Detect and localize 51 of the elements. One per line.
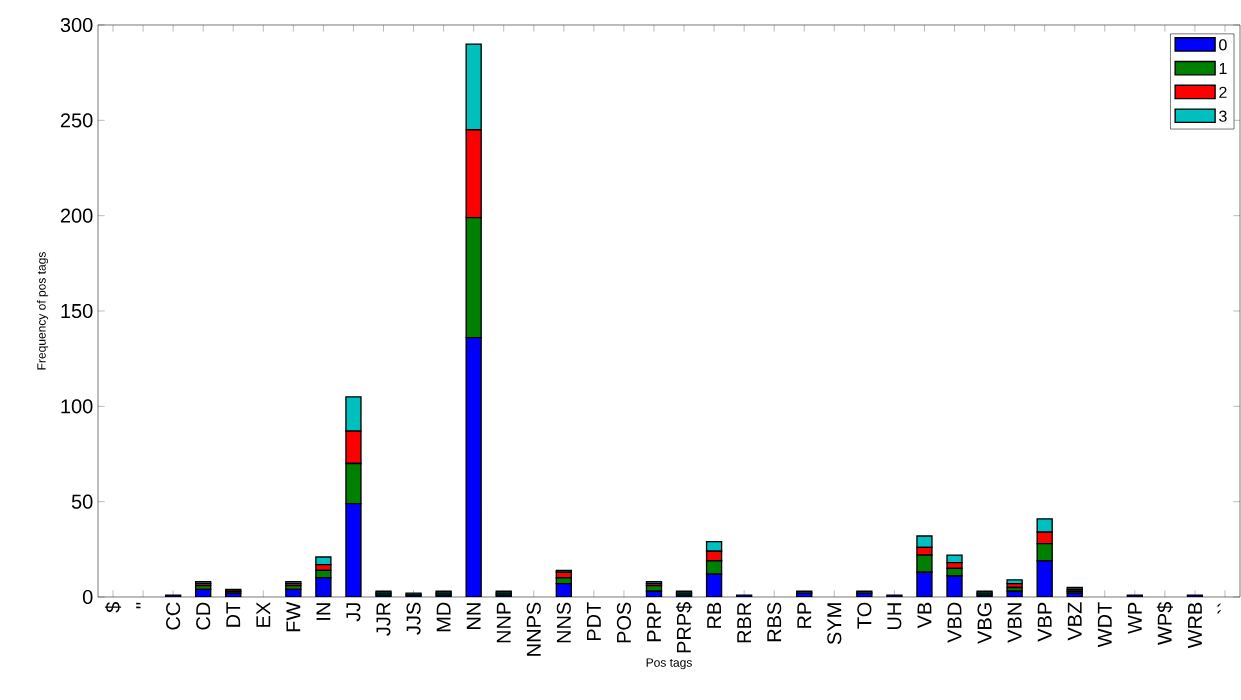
y-tick-label: 250 xyxy=(60,113,93,128)
x-tick-label: NNS xyxy=(556,602,571,643)
x-tick-label: RBR xyxy=(737,602,752,643)
x-tick-label: FW xyxy=(286,601,301,632)
x-tick-label: JJS xyxy=(406,602,421,635)
x-tick-label: VBZ xyxy=(1067,602,1082,641)
x-tick-label: CC xyxy=(166,602,181,630)
x-tick-label: WP xyxy=(1127,602,1142,634)
x-tick-label: NN xyxy=(466,603,481,629)
legend-label: 1 xyxy=(1219,63,1227,75)
x-tick-label: NNP xyxy=(496,602,511,643)
x-tick-label: SYM xyxy=(827,603,842,645)
x-tick-label: UH xyxy=(887,603,902,630)
x-tick-label: WDT xyxy=(1097,602,1112,648)
x-tick-label: JJ xyxy=(346,603,361,622)
y-axis-title: Frequency of pos tags xyxy=(36,252,49,370)
x-tick-label: VBD xyxy=(947,602,962,643)
legend-label: 3 xyxy=(1219,110,1227,122)
x-tick-label: RP xyxy=(797,602,812,628)
x-tick-label: WP$ xyxy=(1156,602,1173,645)
y-tick-label: 300 xyxy=(60,17,93,33)
x-tick-label: EX xyxy=(256,602,271,627)
y-tick-label: 50 xyxy=(71,494,93,509)
x-tick-label: VBP xyxy=(1037,602,1052,642)
x-tick-label: $ xyxy=(104,602,122,613)
x-tick-label: NNPS xyxy=(526,602,541,656)
x-tick-label: CD xyxy=(196,602,211,630)
x-tick-label: TO xyxy=(857,602,872,629)
x-tick-label: RBS xyxy=(767,602,782,642)
x-tick-label: PRP$ xyxy=(675,602,693,653)
x-tick-label: POS xyxy=(616,602,631,643)
y-tick-label: 100 xyxy=(61,399,93,414)
y-tick-label: 200 xyxy=(60,208,93,223)
legend-label: 2 xyxy=(1219,86,1227,98)
x-tick-label: '' xyxy=(136,602,141,609)
x-tick-label: PDT xyxy=(586,602,601,641)
x-tick-label: RB xyxy=(707,602,721,628)
x-tick-label: MD xyxy=(436,602,451,632)
y-tick-label: 150 xyxy=(61,303,93,319)
x-tick-label: VBN xyxy=(1007,603,1022,643)
x-tick-label: WRB xyxy=(1188,602,1202,649)
x-tick-label: JJR xyxy=(376,602,391,636)
x-tick-label: PRP xyxy=(647,602,661,642)
y-tick-label: 0 xyxy=(82,589,93,605)
x-tick-label: VB xyxy=(917,602,932,629)
x-tick-label: IN xyxy=(316,603,331,620)
x-tick-label: VBG xyxy=(977,603,992,644)
x-tick-label: `` xyxy=(1217,603,1221,614)
x-tick-label: DT xyxy=(226,602,241,627)
legend-label: 0 xyxy=(1219,39,1227,51)
x-axis-title: Pos tags xyxy=(646,658,692,670)
